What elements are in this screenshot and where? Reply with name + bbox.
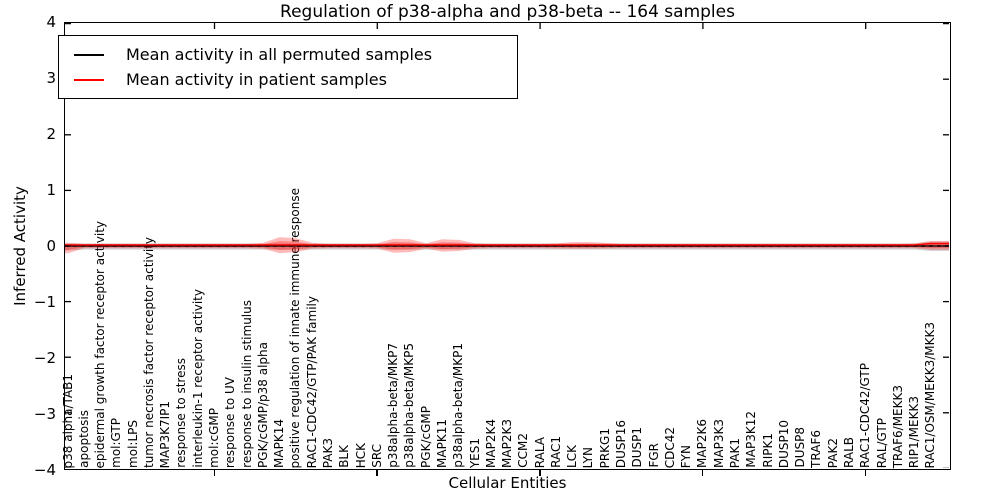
x-tick-label: MAP2K6 <box>695 419 710 468</box>
x-axis-label: Cellular Entities <box>448 474 567 492</box>
x-tick-label: DUSP10 <box>776 419 791 468</box>
y-tick-label: 1 <box>46 181 56 199</box>
x-tick-label: FGR <box>646 443 661 468</box>
x-tick-label: MAPK14 <box>272 419 287 468</box>
y-tick-label: 4 <box>46 13 56 31</box>
x-tick-label: MAP3K7IP1 <box>158 400 173 468</box>
x-tick-label: RAC1/OSM/MEKK3/MKK3 <box>923 321 938 468</box>
x-tick-label: RAC1-CDC42/GTP/PAK family <box>304 295 319 468</box>
x-tick-label: LYN <box>581 446 596 468</box>
x-tick-label: HCK <box>353 442 368 468</box>
x-tick-label: RALA <box>532 436 547 468</box>
x-tick-label: DUSP8 <box>793 427 808 468</box>
x-tick-label: PAK3 <box>320 437 335 468</box>
x-tick-label: PAK1 <box>727 437 742 468</box>
x-tick-label: PGK/cGMP <box>418 406 433 468</box>
x-tick-label: mol:GTP <box>109 418 124 468</box>
y-tick-label: −2 <box>33 349 56 367</box>
y-tick-label: 2 <box>46 125 56 143</box>
x-tick-label: RAC1 <box>548 436 563 468</box>
chart-title: Regulation of p38-alpha and p38-beta -- … <box>280 2 735 22</box>
x-tick-label: PGK/cGMP/p38 alpha <box>255 342 270 468</box>
x-tick-label: tumor necrosis factor receptor activity <box>141 237 156 468</box>
x-tick-mark-bottom <box>376 470 378 476</box>
x-tick-label: mol:cGMP <box>207 408 222 468</box>
x-tick-label: MAP2K3 <box>500 419 515 468</box>
legend-label: Mean activity in patient samples <box>126 70 387 89</box>
legend: Mean activity in all permuted samples Me… <box>58 35 518 99</box>
x-tick-label: TRAF6 <box>809 430 824 468</box>
x-tick-label: MAPK11 <box>434 419 449 468</box>
x-tick-label: RIPK1 <box>760 433 775 468</box>
y-tick-label: 3 <box>46 69 56 87</box>
legend-label: Mean activity in all permuted samples <box>126 45 433 64</box>
x-tick-label: BLK <box>337 445 352 468</box>
patient-line-swatch <box>74 78 104 81</box>
x-tick-label: response to stress <box>174 358 189 468</box>
x-tick-label: response to insulin stimulus <box>239 300 254 468</box>
x-tick-label: FYN <box>679 444 694 468</box>
x-tick-label: response to UV <box>223 376 238 468</box>
x-tick-label: CDC42 <box>662 426 677 468</box>
legend-entry-patient: Mean activity in patient samples <box>59 68 517 92</box>
y-tick-label: −1 <box>33 293 56 311</box>
x-tick-label: MAP3K3 <box>711 419 726 468</box>
x-tick-label: TRAF6/MEKK3 <box>890 384 905 468</box>
x-tick-label: MAP2K4 <box>483 419 498 468</box>
x-tick-label: p38alpha-beta/MKP1 <box>451 343 466 468</box>
x-tick-mark-bottom <box>539 470 541 476</box>
x-tick-label: RIP1/MEKK3 <box>907 395 922 468</box>
x-tick-label: PAK2 <box>825 437 840 468</box>
x-tick-label: p38alpha-beta/MKP5 <box>402 343 417 468</box>
legend-entry-permuted: Mean activity in all permuted samples <box>59 43 517 67</box>
x-tick-label: RAC1-CDC42/GTP <box>858 363 873 468</box>
x-tick-mark-bottom <box>864 470 867 476</box>
x-tick-label: RAL/GTP <box>874 417 889 468</box>
x-tick-label: positive regulation of innate immune res… <box>288 187 303 468</box>
permuted-line-swatch <box>74 53 104 56</box>
x-tick-label: p38alpha-beta/MKP7 <box>386 343 401 468</box>
x-tick-label: epidermal growth factor receptor activit… <box>93 220 108 468</box>
y-tick-label: −3 <box>33 405 56 423</box>
x-tick-label: CCM2 <box>516 433 531 468</box>
x-tick-label: mol:LPS <box>125 420 140 468</box>
x-tick-label: DUSP1 <box>630 427 645 468</box>
y-tick-label: −4 <box>33 461 56 479</box>
x-tick-label: SRC <box>369 444 384 468</box>
x-tick-label: apoptosis <box>76 410 91 468</box>
x-tick-mark-bottom <box>701 470 704 476</box>
x-tick-label: interleukin-1 receptor activity <box>190 289 205 468</box>
x-tick-label: MAP3K12 <box>744 411 759 468</box>
x-tick-mark-bottom <box>213 470 216 476</box>
x-tick-label: PRKG1 <box>597 427 612 468</box>
x-tick-label: YES1 <box>467 437 482 468</box>
x-tick-label: RALB <box>841 437 856 468</box>
x-tick-label: p38 alpha/TAB1 <box>60 373 75 468</box>
y-tick-label: 0 <box>46 237 56 255</box>
x-tick-label: DUSP16 <box>614 419 629 468</box>
x-tick-label: LCK <box>565 445 580 468</box>
